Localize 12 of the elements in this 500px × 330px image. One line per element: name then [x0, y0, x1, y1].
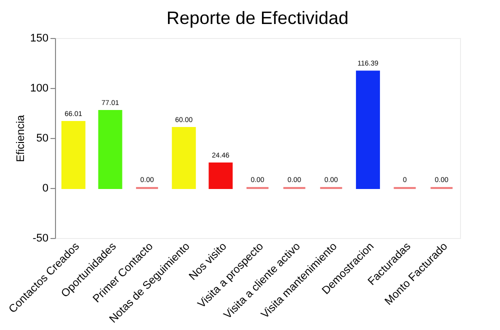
bar	[98, 110, 122, 189]
chart-title: Reporte de Efectividad	[166, 8, 349, 28]
y-tick-label: 50	[36, 132, 48, 144]
bar	[208, 162, 233, 189]
y-tick-label: -50	[32, 232, 48, 244]
y-tick-label: 100	[30, 82, 48, 94]
bar	[172, 127, 196, 189]
y-axis-title: Eficiencia	[15, 114, 28, 162]
bar	[61, 120, 86, 189]
y-tick-label: 150	[30, 32, 48, 44]
bar	[356, 70, 380, 189]
y-tick-label: 0	[42, 182, 48, 194]
